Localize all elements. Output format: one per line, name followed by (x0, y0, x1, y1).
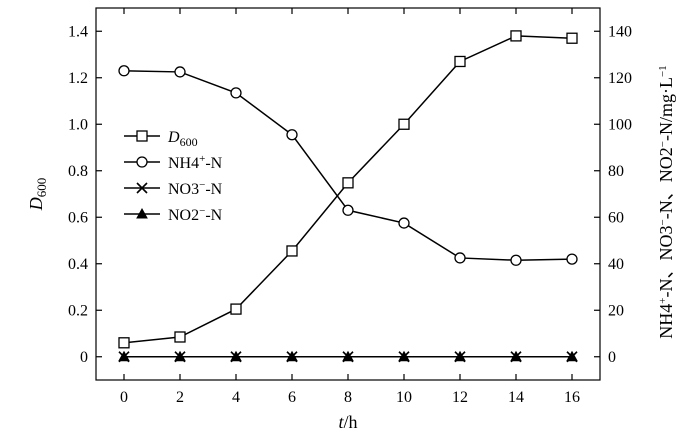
x-tick-label-8: 8 (344, 389, 352, 406)
x-tick-label-10: 10 (396, 389, 412, 406)
x-tick-label-2: 2 (176, 389, 184, 406)
y-right-tick-label-6: 120 (608, 70, 632, 87)
y-right-axis-label: NH4+-N、NO3−-N、NO2−-N/mg·L−1 (656, 65, 676, 338)
series-1-point-3 (286, 129, 298, 141)
series-1-point-1 (174, 66, 186, 78)
series-3-point-3 (286, 350, 298, 362)
series-0-point-2 (230, 303, 242, 315)
legend-label-0: D600 (167, 129, 198, 149)
series-1-point-0 (118, 65, 130, 77)
series-3-point-8 (566, 350, 578, 362)
y-right-tick-label-5: 100 (608, 116, 632, 133)
series-0-point-4 (342, 177, 354, 189)
y-left-tick-label-7: 1.4 (68, 23, 88, 40)
series-layer (118, 30, 578, 363)
legend-marker-1 (136, 156, 148, 168)
series-0-point-0 (118, 337, 130, 349)
y-right-tick-label-3: 60 (608, 209, 624, 226)
series-3-point-1 (174, 350, 186, 362)
y-left-tick-label-0: 0 (80, 349, 88, 366)
legend-label-3: NO2−-N (168, 205, 223, 224)
y-left-axis-label: D600 (26, 178, 49, 212)
y-left-tick-label-6: 1.2 (68, 70, 88, 87)
y-right-tick-label-1: 20 (608, 302, 624, 319)
ticks-layer: 0 2 4 6 8 10 12 14 16 0 0.2 0.4 0.6 0.8 1.0 1.2 1.4 0 20 40… (68, 8, 632, 406)
series-0-point-3 (286, 245, 298, 257)
legend: D600 NH4+-N NO3−-N NO2−-N (124, 129, 223, 224)
legend-label-2: NO3−-N (168, 179, 223, 198)
legend-label-1: NH4+-N (168, 153, 223, 172)
series-3-point-7 (510, 350, 522, 362)
y-left-tick-label-1: 0.2 (68, 302, 88, 319)
x-tick-label-4: 4 (232, 389, 240, 406)
series-1-point-8 (566, 253, 578, 265)
y-left-tick-label-3: 0.6 (68, 209, 88, 226)
series-1-point-2 (230, 87, 242, 99)
y-right-tick-label-0: 0 (608, 349, 616, 366)
x-tick-label-12: 12 (452, 389, 468, 406)
y-left-tick-label-2: 0.4 (68, 256, 88, 273)
legend-marker-3 (136, 207, 148, 219)
series-1-point-5 (398, 217, 410, 229)
series-0-point-7 (510, 30, 522, 42)
y-left-tick-label-5: 1.0 (68, 116, 88, 133)
series-3-point-4 (342, 350, 354, 362)
axis-labels: t/h D600 NH4+-N、NO3−-N、NO2−-N/mg·L−1 (26, 65, 676, 432)
series-3-point-2 (230, 350, 242, 362)
legend-marker-2 (136, 182, 148, 194)
series-0-point-6 (454, 55, 466, 68)
series-3-point-0 (118, 350, 130, 362)
x-tick-label-14: 14 (508, 389, 524, 406)
x-tick-label-6: 6 (288, 389, 296, 406)
series-1-point-7 (510, 254, 522, 266)
series-1-point-6 (454, 252, 466, 264)
series-0-point-8 (566, 32, 578, 44)
x-tick-label-16: 16 (564, 389, 580, 406)
x-tick-label-0: 0 (120, 389, 128, 406)
y-right-tick-label-2: 40 (608, 256, 624, 273)
y-right-tick-label-7: 140 (608, 23, 632, 40)
x-axis-label: t/h (338, 412, 357, 432)
series-3-point-5 (398, 350, 410, 362)
series-3-point-6 (454, 350, 466, 362)
series-0-point-5 (398, 118, 410, 130)
y-right-tick-label-4: 80 (608, 163, 624, 180)
series-0-point-1 (174, 331, 186, 343)
series-1-point-4 (342, 204, 354, 216)
legend-marker-0 (136, 130, 148, 142)
y-left-tick-label-4: 0.8 (68, 163, 88, 180)
